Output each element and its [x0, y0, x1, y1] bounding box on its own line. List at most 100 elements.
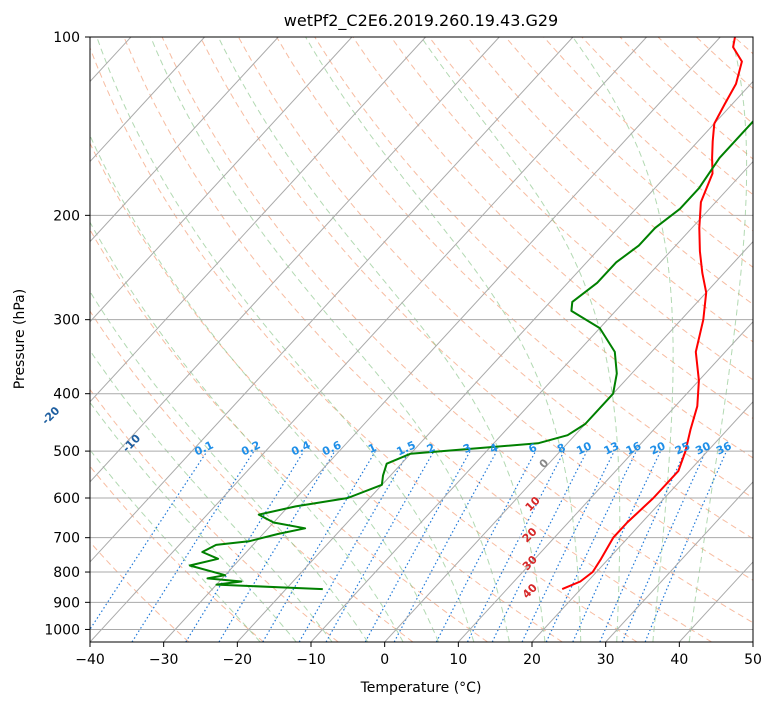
plot-frame	[89, 36, 754, 643]
x-axis: −40 −30 −20 −10 0 10 20 30 40 50	[75, 642, 762, 668]
dry-adiabat	[90, 228, 488, 642]
dry-adiabat	[466, 37, 753, 305]
mixing-ratio-line	[545, 450, 637, 642]
mixing-ratio-label: 25	[673, 439, 692, 457]
dry-adiabat	[199, 37, 753, 581]
isotherm-line	[236, 80, 753, 642]
y-tick-label: 900	[53, 595, 80, 611]
mixing-ratio-label: 36	[714, 439, 734, 457]
moist-adiabat	[96, 37, 475, 642]
x-axis-label: Temperature (°C)	[360, 680, 482, 696]
dry-adiabat	[734, 37, 753, 55]
moist-adiabat-label: 40	[520, 581, 540, 601]
chart-title: wetPf2_C2E6.2019.260.19.43.G29	[284, 11, 558, 31]
mixing-ratio-line	[621, 450, 707, 642]
mixing-ratio-lines	[90, 450, 728, 642]
background-lines	[90, 37, 753, 642]
mixing-ratio-label: 16	[624, 439, 644, 457]
mixing-ratio-line	[131, 450, 255, 642]
x-tick-label: −10	[296, 652, 326, 668]
dry-adiabats	[90, 37, 753, 642]
isotherm-line	[678, 561, 753, 642]
dry-adiabat	[90, 46, 638, 642]
mixing-ratio-label: 30	[693, 439, 713, 457]
dry-adiabat	[352, 37, 753, 420]
dry-adiabat	[123, 37, 712, 642]
isotherm-line	[90, 37, 647, 642]
y-tick-label: 100	[53, 30, 80, 46]
mixing-ratio-line	[599, 450, 686, 642]
mixing-ratio-line	[644, 450, 728, 642]
isotherm-line	[457, 320, 753, 642]
mixing-ratio-label: 1.5	[395, 438, 418, 458]
moist-adiabat	[90, 349, 333, 642]
dry-adiabat	[90, 541, 190, 642]
x-tick-label: 50	[744, 652, 762, 668]
dry-adiabat	[90, 142, 563, 642]
moist-adiabat	[90, 401, 297, 642]
isobars	[90, 37, 753, 630]
moist-adiabat-label: 10	[523, 494, 543, 514]
isotherms	[90, 37, 753, 642]
moist-adiabats	[90, 37, 748, 642]
y-tick-label: 700	[53, 531, 80, 547]
dry-adiabat-label: -20	[39, 404, 62, 427]
isotherm-line	[90, 37, 353, 323]
x-tick-label: 0	[380, 652, 389, 668]
y-tick-label: 300	[53, 313, 80, 329]
moist-adiabat	[420, 37, 621, 642]
moist-adiabat	[150, 37, 510, 642]
mixing-ratio-label: 4	[488, 441, 501, 456]
dry-adiabat	[90, 465, 264, 642]
mixing-ratio-line	[218, 450, 336, 642]
isotherm-line	[384, 240, 753, 642]
isotherm-line	[90, 37, 205, 163]
temperature-profile-line	[561, 37, 743, 591]
x-tick-label: 30	[597, 652, 615, 668]
mixing-ratio-line	[90, 450, 208, 631]
mixing-ratio-line	[262, 450, 376, 642]
dry-adiabat	[390, 37, 753, 381]
mixing-ratio-line	[466, 450, 565, 642]
x-tick-label: −40	[75, 652, 105, 668]
moist-adiabat	[217, 37, 546, 642]
y-tick-label: 600	[53, 491, 80, 507]
isotherm-line	[310, 160, 753, 642]
dry-adiabat	[505, 37, 753, 268]
mixing-ratio-label: 10	[574, 439, 594, 457]
y-axis-label: Pressure (hPa)	[12, 289, 28, 389]
x-tick-label: 10	[449, 652, 467, 668]
dry-adiabat	[619, 37, 753, 160]
mixing-ratio-line	[491, 450, 588, 642]
dry-adiabat	[695, 37, 753, 90]
mixing-ratio-label: 0.1	[192, 439, 215, 459]
mixing-ratio-label: 0.6	[320, 438, 343, 458]
mixing-ratio-label: 13	[602, 439, 621, 457]
mixing-ratio-line	[393, 450, 498, 642]
mixing-ratio-line	[521, 450, 615, 642]
mixing-ratio-label: 2	[425, 441, 437, 456]
y-tick-label: 800	[53, 565, 80, 581]
dry-adiabat	[314, 37, 753, 459]
moist-adiabat	[688, 37, 748, 642]
y-tick-label: 200	[53, 208, 80, 224]
x-tick-label: 20	[523, 652, 541, 668]
dewpoint-profile-line	[188, 120, 753, 591]
isotherm-line	[163, 37, 721, 642]
x-tick-label: −30	[149, 652, 179, 668]
x-tick-label: −20	[223, 652, 253, 668]
isotherm-line	[90, 37, 574, 563]
moist-adiabat-label: 20	[520, 525, 540, 545]
x-tick-label: 40	[670, 652, 688, 668]
y-tick-label: 400	[53, 387, 80, 403]
isotherm-line	[531, 401, 753, 642]
dry-adiabat	[657, 37, 753, 125]
moist-adiabat	[305, 37, 582, 642]
y-tick-label: 1000	[44, 622, 80, 638]
dry-adiabat	[161, 37, 753, 624]
mixing-ratio-label: 0.2	[239, 438, 262, 458]
moist-adiabat	[90, 134, 439, 642]
dry-adiabat	[276, 37, 753, 499]
profiles	[188, 37, 753, 591]
